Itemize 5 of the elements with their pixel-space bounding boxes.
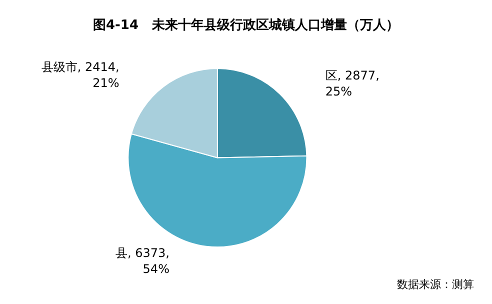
chart-title: 图4-14 未来十年县级行政区城镇人口增量（万人）	[92, 18, 400, 33]
source-note: 数据来源：测算	[397, 278, 474, 291]
slice-label: 县, 6373, 54%	[115, 246, 170, 276]
slice-label: 区, 2877, 25%	[325, 68, 380, 98]
slice-label: 县级市, 2414, 21%	[41, 60, 120, 90]
